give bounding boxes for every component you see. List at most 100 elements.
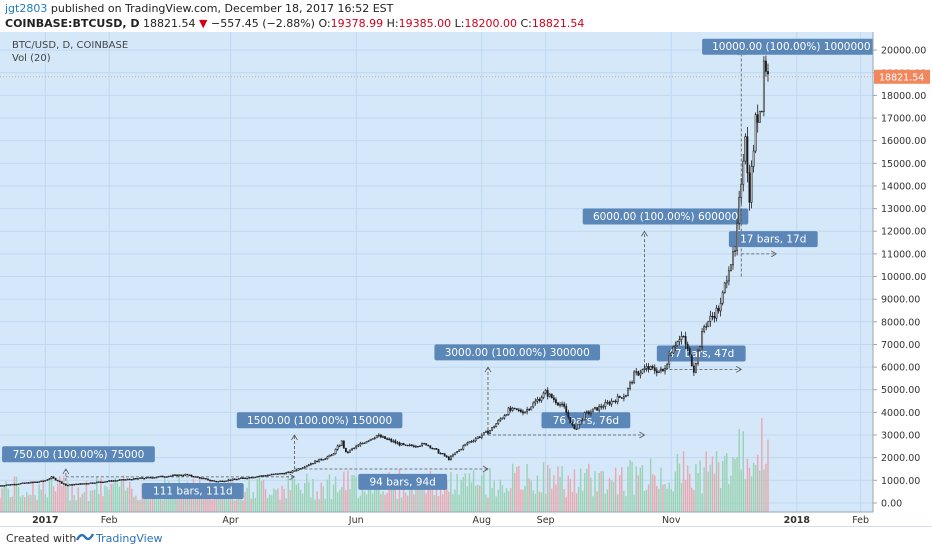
price-chart[interactable]: 750.00 (100.00%) 75000 111 bars, 111d 1500… (0, 32, 932, 526)
volume-bar (726, 453, 728, 512)
price-tick-label: 20000.00 (881, 46, 926, 57)
candle-body (750, 166, 753, 203)
volume-bar (207, 491, 209, 512)
volume-bar (334, 476, 337, 512)
candle-body (635, 371, 638, 373)
candle-body (725, 280, 728, 284)
tradingview-link[interactable]: TradingView (96, 532, 163, 545)
candle-body (320, 458, 323, 461)
volume-bar (487, 497, 489, 512)
candle-body (746, 136, 749, 174)
candle-body (25, 482, 28, 484)
right-arrow-icon (639, 431, 646, 439)
candle-body (695, 363, 697, 373)
candle-body (680, 336, 683, 340)
candle-body (334, 448, 337, 454)
candle-body (569, 416, 572, 424)
footer: Created with TradingView (0, 526, 932, 551)
open-value: 19378.99 (330, 17, 384, 30)
candle-body (707, 321, 710, 327)
volume-bar (221, 489, 224, 512)
volume-bar (28, 494, 30, 512)
price-tick-label: 7000.00 (881, 340, 920, 351)
candle-body (85, 483, 88, 485)
volume-bar (608, 477, 611, 512)
time-axis-panel[interactable] (0, 512, 932, 526)
volume-bar (623, 491, 625, 512)
volume-bar (63, 475, 65, 512)
volume-bar (736, 457, 738, 512)
candle-body (754, 114, 757, 152)
right-arrow-icon (736, 366, 743, 373)
volume-bar (118, 486, 121, 512)
close-value: 18821.54 (531, 17, 585, 30)
open-label: O: (318, 17, 331, 30)
volume-bar (114, 477, 117, 512)
volume-bar (219, 498, 222, 512)
volume-bar (573, 469, 576, 512)
volume-bar (106, 486, 108, 512)
chart-area[interactable]: 750.00 (100.00%) 75000 111 bars, 111d 1500… (0, 32, 932, 526)
volume-bar (384, 494, 386, 512)
candle-body (279, 472, 281, 475)
volume-bar (7, 488, 9, 512)
candle-body (54, 477, 57, 481)
volume-bar (299, 489, 302, 512)
price-axis-panel[interactable] (873, 32, 932, 512)
volume-bar (365, 494, 368, 512)
candle-body (250, 477, 253, 479)
volume-bar (666, 488, 668, 512)
candle-body (509, 407, 512, 411)
candle-body (112, 480, 115, 482)
volume-bar (551, 488, 553, 512)
candle-body (600, 405, 603, 408)
volume-bar (5, 481, 7, 512)
volume-bar (48, 478, 51, 512)
volume-bar (213, 488, 215, 512)
author-link[interactable]: jgt2803 (5, 2, 48, 15)
candle-body (641, 369, 644, 374)
candle-body (128, 478, 131, 481)
candle-body (427, 444, 430, 447)
volume-bar (238, 492, 240, 512)
volume-bar (83, 491, 86, 512)
candle-body (719, 302, 722, 312)
candle-body (11, 483, 14, 486)
up-arrow-icon (484, 366, 492, 373)
candle-body (289, 471, 292, 474)
volume-bar (32, 481, 34, 512)
candle-body (153, 477, 156, 479)
volume-bar (264, 489, 267, 512)
candle-body (653, 367, 656, 372)
annotation-badge (236, 412, 403, 429)
candle-body (149, 476, 152, 479)
up-arrow-icon (641, 230, 648, 237)
volume-bar (262, 479, 265, 512)
volume-bar (695, 463, 697, 512)
candle-body (480, 434, 483, 438)
ohlc-line: COINBASE:BTCUSD, D 18821.54 ▼ −557.45 (−… (5, 17, 584, 30)
close-label: C: (520, 17, 532, 30)
candle-body (291, 470, 294, 474)
volume-bar (569, 478, 572, 512)
volume-bar (427, 481, 429, 512)
candle-body (272, 473, 275, 476)
candle-body (760, 110, 763, 113)
volume-bar (559, 476, 561, 512)
annotation-label: 17 bars, 17d (740, 234, 806, 246)
candle-body (690, 354, 693, 367)
volume-bar (470, 482, 473, 512)
volume-bar (110, 483, 112, 512)
candle-body (180, 474, 183, 476)
volume-bar (96, 477, 98, 512)
candle-body (449, 455, 452, 460)
candle-body (93, 482, 96, 485)
candle-body (207, 478, 209, 481)
candle-body (550, 393, 553, 399)
time-tick-label: Feb (852, 515, 869, 526)
volume-bar (633, 494, 635, 512)
candle-body (60, 481, 63, 484)
annotation-badge (582, 208, 749, 225)
volume-bar (295, 484, 298, 512)
candle-body (353, 447, 356, 450)
